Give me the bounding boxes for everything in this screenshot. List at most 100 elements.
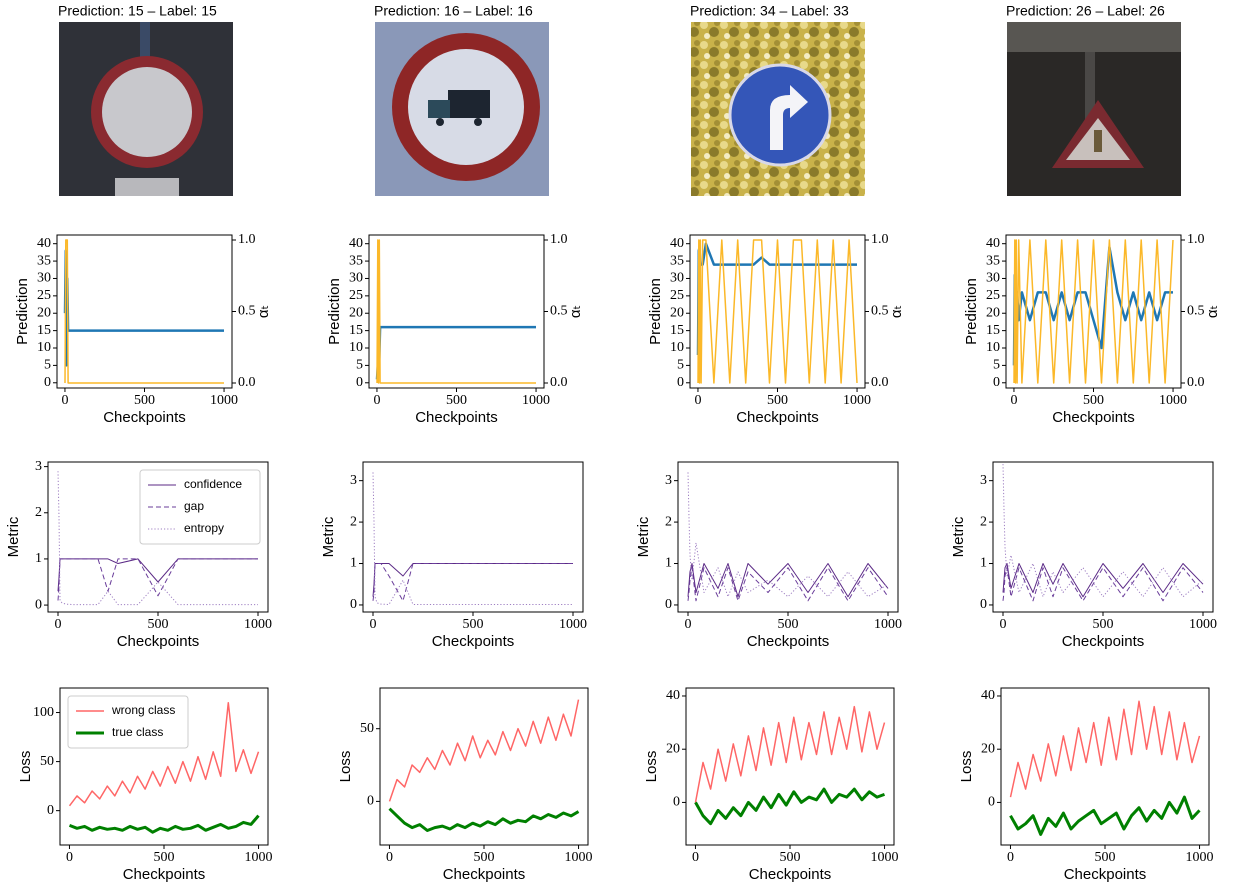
y-tick-label: 100	[33, 705, 54, 720]
image-title: Prediction: 34 – Label: 33	[690, 3, 849, 19]
x-tick-label: 1000	[874, 617, 902, 632]
axes-frame	[685, 687, 895, 846]
y2-tick-label: 0.0	[238, 375, 256, 390]
truck-body	[448, 90, 490, 118]
axes-frame	[689, 234, 866, 389]
sign-image	[375, 22, 549, 196]
series-line	[372, 563, 573, 602]
wheel	[436, 118, 444, 126]
legend-label: confidence	[184, 477, 242, 491]
y2-tick-label: 1.0	[238, 232, 256, 247]
x-tick-label: 0	[1000, 617, 1007, 632]
y-tick-label: 20	[37, 305, 51, 320]
y-axis-label: Loss	[17, 751, 34, 783]
x-tick-label: 1000	[1159, 393, 1187, 408]
x-tick-label: 500	[780, 850, 801, 865]
y2-axis-label: αₜ	[888, 305, 905, 318]
x-axis-label: Checkpoints	[103, 409, 186, 426]
x-tick-label: 500	[474, 850, 495, 865]
y-tick-label: 2	[35, 505, 42, 520]
x-tick-label: 500	[446, 393, 467, 408]
y-axis-label: Loss	[643, 751, 660, 783]
y-axis-label: Loss	[337, 751, 354, 783]
x-axis-label: Checkpoints	[1052, 409, 1135, 426]
y-tick-label: 3	[35, 459, 42, 474]
y2-tick-label: 1.0	[1187, 232, 1205, 247]
x-tick-label: 0	[386, 850, 393, 865]
sign-face	[102, 67, 192, 157]
series-line	[372, 563, 573, 597]
y-tick-label: 30	[37, 271, 51, 286]
y-tick-label: 35	[37, 253, 51, 268]
legend-label: wrong class	[111, 703, 175, 717]
x-tick-label: 0	[61, 393, 68, 408]
axes-frame	[56, 234, 233, 389]
image-top	[1007, 22, 1181, 52]
x-tick-label: 0	[1010, 393, 1017, 408]
series-line	[1002, 464, 1204, 598]
y-tick-label: 5	[356, 358, 363, 373]
x-tick-label: 0	[692, 850, 699, 865]
x-tick-label: 500	[154, 850, 175, 865]
y-tick-label: 0	[673, 795, 680, 810]
y-axis-label: Prediction	[963, 278, 980, 345]
y-tick-label: 25	[670, 288, 684, 303]
series-line	[68, 701, 260, 807]
x-tick-label: 500	[778, 617, 799, 632]
y-tick-label: 40	[986, 236, 1000, 251]
y-tick-label: 25	[349, 288, 363, 303]
y-tick-label: 3	[665, 473, 672, 488]
y-tick-label: 50	[40, 754, 54, 769]
series-line	[697, 239, 858, 384]
pole	[140, 22, 150, 72]
x-tick-label: 0	[370, 617, 377, 632]
x-tick-label: 1000	[843, 393, 871, 408]
series-line	[1009, 700, 1201, 798]
x-axis-label: Checkpoints	[747, 633, 830, 650]
legend-box	[139, 469, 261, 545]
y-tick-label: 40	[349, 236, 363, 251]
arrow	[770, 85, 808, 150]
series-line	[388, 699, 580, 802]
y-tick-label: 35	[349, 253, 363, 268]
series-line	[376, 239, 536, 384]
y-tick-label: 20	[670, 305, 684, 320]
series-line	[687, 472, 889, 598]
y-tick-label: 15	[670, 323, 684, 338]
x-axis-label: Checkpoints	[123, 866, 206, 883]
wheel	[474, 118, 482, 126]
x-tick-label: 500	[148, 617, 169, 632]
y2-tick-label: 1.0	[871, 232, 889, 247]
y-axis-label: Metric	[5, 516, 22, 557]
y-tick-label: 0	[677, 375, 684, 390]
y-tick-label: 1	[665, 556, 672, 571]
x-axis-label: Checkpoints	[1064, 866, 1147, 883]
x-axis-label: Checkpoints	[432, 633, 515, 650]
sign-image	[691, 22, 865, 196]
pole	[1085, 52, 1095, 122]
series-line	[388, 807, 580, 832]
y-axis-label: Metric	[635, 516, 652, 557]
legend-box	[67, 695, 189, 749]
y-tick-label: 10	[349, 340, 363, 355]
y-axis-label: Prediction	[647, 278, 664, 345]
y-tick-label: 25	[37, 288, 51, 303]
image-title: Prediction: 16 – Label: 16	[374, 3, 533, 19]
x-axis-label: Checkpoints	[117, 633, 200, 650]
axes-frame	[992, 461, 1214, 613]
x-tick-label: 500	[1095, 850, 1116, 865]
y-tick-label: 0	[47, 803, 54, 818]
x-tick-label: 1000	[1189, 617, 1217, 632]
x-tick-label: 1000	[1186, 850, 1214, 865]
legend-label: true class	[112, 725, 163, 739]
y-tick-label: 5	[677, 358, 684, 373]
y-tick-label: 20	[981, 741, 995, 756]
image-title: Prediction: 15 – Label: 15	[58, 3, 217, 19]
x-tick-label: 500	[463, 617, 484, 632]
series-line	[1013, 239, 1174, 384]
y-tick-label: 3	[980, 473, 987, 488]
series-line	[1012, 245, 1173, 366]
y-tick-label: 0	[367, 794, 374, 809]
y-tick-label: 5	[993, 358, 1000, 373]
